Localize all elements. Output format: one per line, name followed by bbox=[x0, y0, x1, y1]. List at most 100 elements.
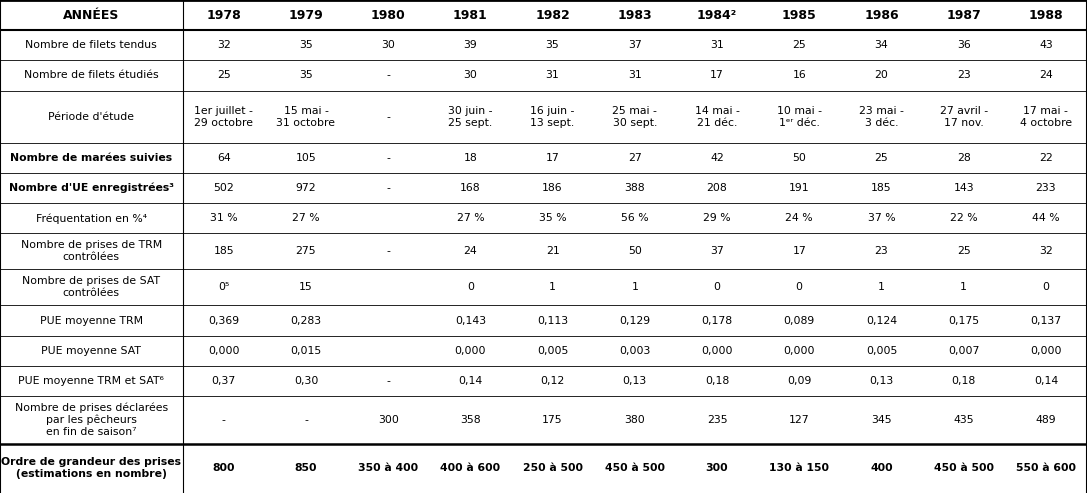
Text: 25: 25 bbox=[875, 153, 888, 163]
Text: 25: 25 bbox=[957, 246, 971, 256]
Text: 21: 21 bbox=[546, 246, 560, 256]
Text: 24: 24 bbox=[1039, 70, 1053, 80]
Text: PUE moyenne TRM et SAT⁶: PUE moyenne TRM et SAT⁶ bbox=[18, 376, 164, 386]
Text: Nombre de prises de SAT
contrôlées: Nombre de prises de SAT contrôlées bbox=[23, 277, 160, 298]
Text: 0,283: 0,283 bbox=[290, 316, 322, 325]
Text: 14 mai -
21 déc.: 14 mai - 21 déc. bbox=[695, 106, 739, 128]
Text: 0,000: 0,000 bbox=[454, 346, 486, 356]
Text: 37: 37 bbox=[710, 246, 724, 256]
Text: 0: 0 bbox=[796, 282, 802, 292]
Text: 1986: 1986 bbox=[864, 8, 899, 22]
Text: 0,14: 0,14 bbox=[459, 376, 483, 386]
Text: 388: 388 bbox=[625, 183, 645, 193]
Text: 1978: 1978 bbox=[207, 8, 241, 22]
Text: 186: 186 bbox=[542, 183, 563, 193]
Text: 27 avril -
17 nov.: 27 avril - 17 nov. bbox=[939, 106, 988, 128]
Text: 1980: 1980 bbox=[371, 8, 405, 22]
Text: 17: 17 bbox=[710, 70, 724, 80]
Text: 0,003: 0,003 bbox=[620, 346, 650, 356]
Text: 550 à 600: 550 à 600 bbox=[1016, 463, 1076, 473]
Text: 0,113: 0,113 bbox=[537, 316, 569, 325]
Text: 15 mai -
31 octobre: 15 mai - 31 octobre bbox=[276, 106, 336, 128]
Text: -: - bbox=[386, 153, 390, 163]
Text: 0,09: 0,09 bbox=[787, 376, 811, 386]
Text: Fréquentation en %⁴: Fréquentation en %⁴ bbox=[36, 213, 147, 224]
Text: 30: 30 bbox=[463, 70, 477, 80]
Text: 208: 208 bbox=[707, 183, 727, 193]
Text: 20: 20 bbox=[875, 70, 888, 80]
Text: 31: 31 bbox=[628, 70, 641, 80]
Text: 1988: 1988 bbox=[1028, 8, 1063, 22]
Text: Nombre de marées suivies: Nombre de marées suivies bbox=[10, 153, 173, 163]
Text: 0,000: 0,000 bbox=[784, 346, 815, 356]
Text: 35 %: 35 % bbox=[539, 213, 566, 223]
Text: 0,000: 0,000 bbox=[701, 346, 733, 356]
Text: 0,005: 0,005 bbox=[865, 346, 897, 356]
Text: 400 à 600: 400 à 600 bbox=[440, 463, 500, 473]
Text: 0,143: 0,143 bbox=[454, 316, 486, 325]
Text: 0,000: 0,000 bbox=[1030, 346, 1062, 356]
Text: 1981: 1981 bbox=[453, 8, 488, 22]
Text: -: - bbox=[222, 415, 226, 425]
Text: 37: 37 bbox=[628, 40, 641, 50]
Text: 0,000: 0,000 bbox=[208, 346, 239, 356]
Text: 10 mai -
1ᵉʳ déc.: 10 mai - 1ᵉʳ déc. bbox=[777, 106, 822, 128]
Text: 31: 31 bbox=[710, 40, 724, 50]
Text: 0,13: 0,13 bbox=[870, 376, 894, 386]
Text: 0,18: 0,18 bbox=[704, 376, 729, 386]
Text: 23 mai -
3 déc.: 23 mai - 3 déc. bbox=[859, 106, 904, 128]
Text: 0,007: 0,007 bbox=[948, 346, 979, 356]
Text: 1982: 1982 bbox=[535, 8, 570, 22]
Text: 25 mai -
30 sept.: 25 mai - 30 sept. bbox=[612, 106, 658, 128]
Text: 450 à 500: 450 à 500 bbox=[604, 463, 665, 473]
Text: 37 %: 37 % bbox=[867, 213, 896, 223]
Text: 1985: 1985 bbox=[782, 8, 816, 22]
Text: 36: 36 bbox=[957, 40, 971, 50]
Text: 0,005: 0,005 bbox=[537, 346, 569, 356]
Text: 64: 64 bbox=[216, 153, 230, 163]
Text: 0: 0 bbox=[467, 282, 474, 292]
Text: 0,124: 0,124 bbox=[866, 316, 897, 325]
Text: Nombre de prises déclarées
par les pêcheurs
en fin de saison⁷: Nombre de prises déclarées par les pêche… bbox=[15, 402, 167, 437]
Text: 1: 1 bbox=[960, 282, 967, 292]
Text: 35: 35 bbox=[299, 40, 313, 50]
Text: -: - bbox=[386, 70, 390, 80]
Text: 0,089: 0,089 bbox=[784, 316, 815, 325]
Text: 34: 34 bbox=[875, 40, 888, 50]
Text: 233: 233 bbox=[1036, 183, 1057, 193]
Text: 400: 400 bbox=[871, 463, 892, 473]
Text: Nombre d'UE enregistrées³: Nombre d'UE enregistrées³ bbox=[9, 183, 174, 193]
Text: 25: 25 bbox=[792, 40, 807, 50]
Text: 28: 28 bbox=[957, 153, 971, 163]
Text: 0⁵: 0⁵ bbox=[218, 282, 229, 292]
Text: 1983: 1983 bbox=[617, 8, 652, 22]
Text: 30: 30 bbox=[382, 40, 395, 50]
Text: 191: 191 bbox=[789, 183, 810, 193]
Text: 345: 345 bbox=[871, 415, 891, 425]
Text: 0,137: 0,137 bbox=[1030, 316, 1061, 325]
Text: 30 juin -
25 sept.: 30 juin - 25 sept. bbox=[448, 106, 492, 128]
Text: 1984²: 1984² bbox=[697, 8, 737, 22]
Text: 42: 42 bbox=[710, 153, 724, 163]
Text: 143: 143 bbox=[953, 183, 974, 193]
Text: 185: 185 bbox=[871, 183, 891, 193]
Text: 31: 31 bbox=[546, 70, 560, 80]
Text: 18: 18 bbox=[463, 153, 477, 163]
Text: 44 %: 44 % bbox=[1032, 213, 1060, 223]
Text: 27 %: 27 % bbox=[292, 213, 320, 223]
Text: 0,37: 0,37 bbox=[212, 376, 236, 386]
Text: 0,30: 0,30 bbox=[293, 376, 318, 386]
Text: 0,12: 0,12 bbox=[540, 376, 565, 386]
Text: 50: 50 bbox=[628, 246, 641, 256]
Text: -: - bbox=[386, 183, 390, 193]
Text: 22: 22 bbox=[1039, 153, 1053, 163]
Text: 1er juillet -
29 octobre: 1er juillet - 29 octobre bbox=[195, 106, 253, 128]
Text: PUE moyenne TRM: PUE moyenne TRM bbox=[40, 316, 142, 325]
Text: -: - bbox=[386, 246, 390, 256]
Text: 489: 489 bbox=[1036, 415, 1057, 425]
Text: 31 %: 31 % bbox=[210, 213, 238, 223]
Text: 35: 35 bbox=[299, 70, 313, 80]
Text: 32: 32 bbox=[216, 40, 230, 50]
Text: 0,129: 0,129 bbox=[620, 316, 650, 325]
Text: 300: 300 bbox=[377, 415, 399, 425]
